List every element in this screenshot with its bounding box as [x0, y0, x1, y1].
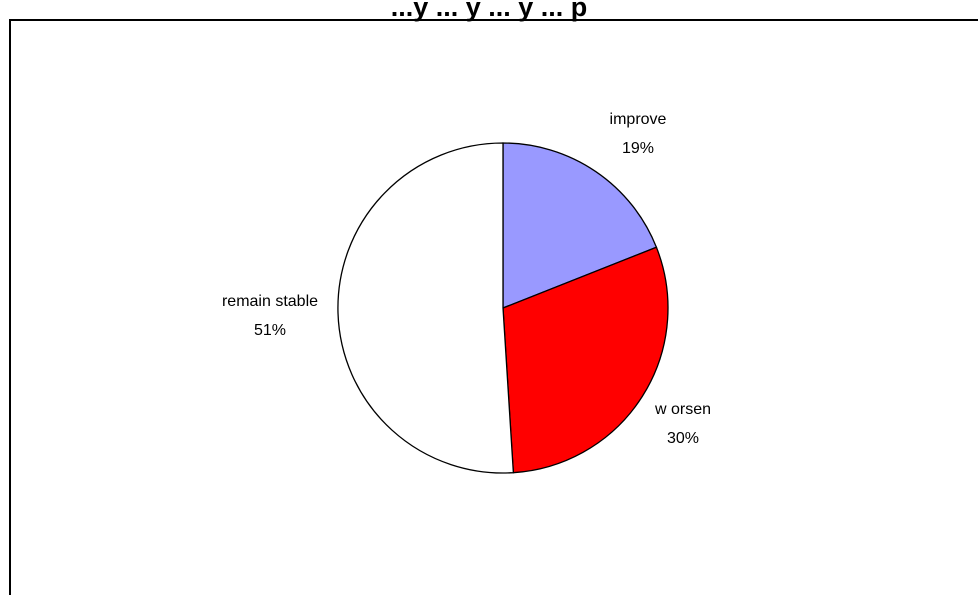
slice-value-w-orsen: 30%: [667, 430, 699, 447]
slice-label-w-orsen: w orsen: [654, 401, 711, 418]
pie-slice-improve: [502, 142, 658, 309]
pie-slice-w-orsen: [502, 246, 669, 474]
slice-label-improve: improve: [610, 111, 667, 128]
pie-slice-remain-stable: [337, 142, 515, 474]
chart-title: ...y ... y ... y ... p: [390, 0, 588, 22]
slice-label-remain-stable: remain stable: [222, 293, 318, 310]
pie-labels: improve 19% w orsen 30% remain stable 51%: [222, 111, 711, 447]
slice-value-improve: 19%: [622, 140, 654, 157]
pie-slices: [337, 142, 669, 474]
slice-value-remain-stable: 51%: [254, 322, 286, 339]
